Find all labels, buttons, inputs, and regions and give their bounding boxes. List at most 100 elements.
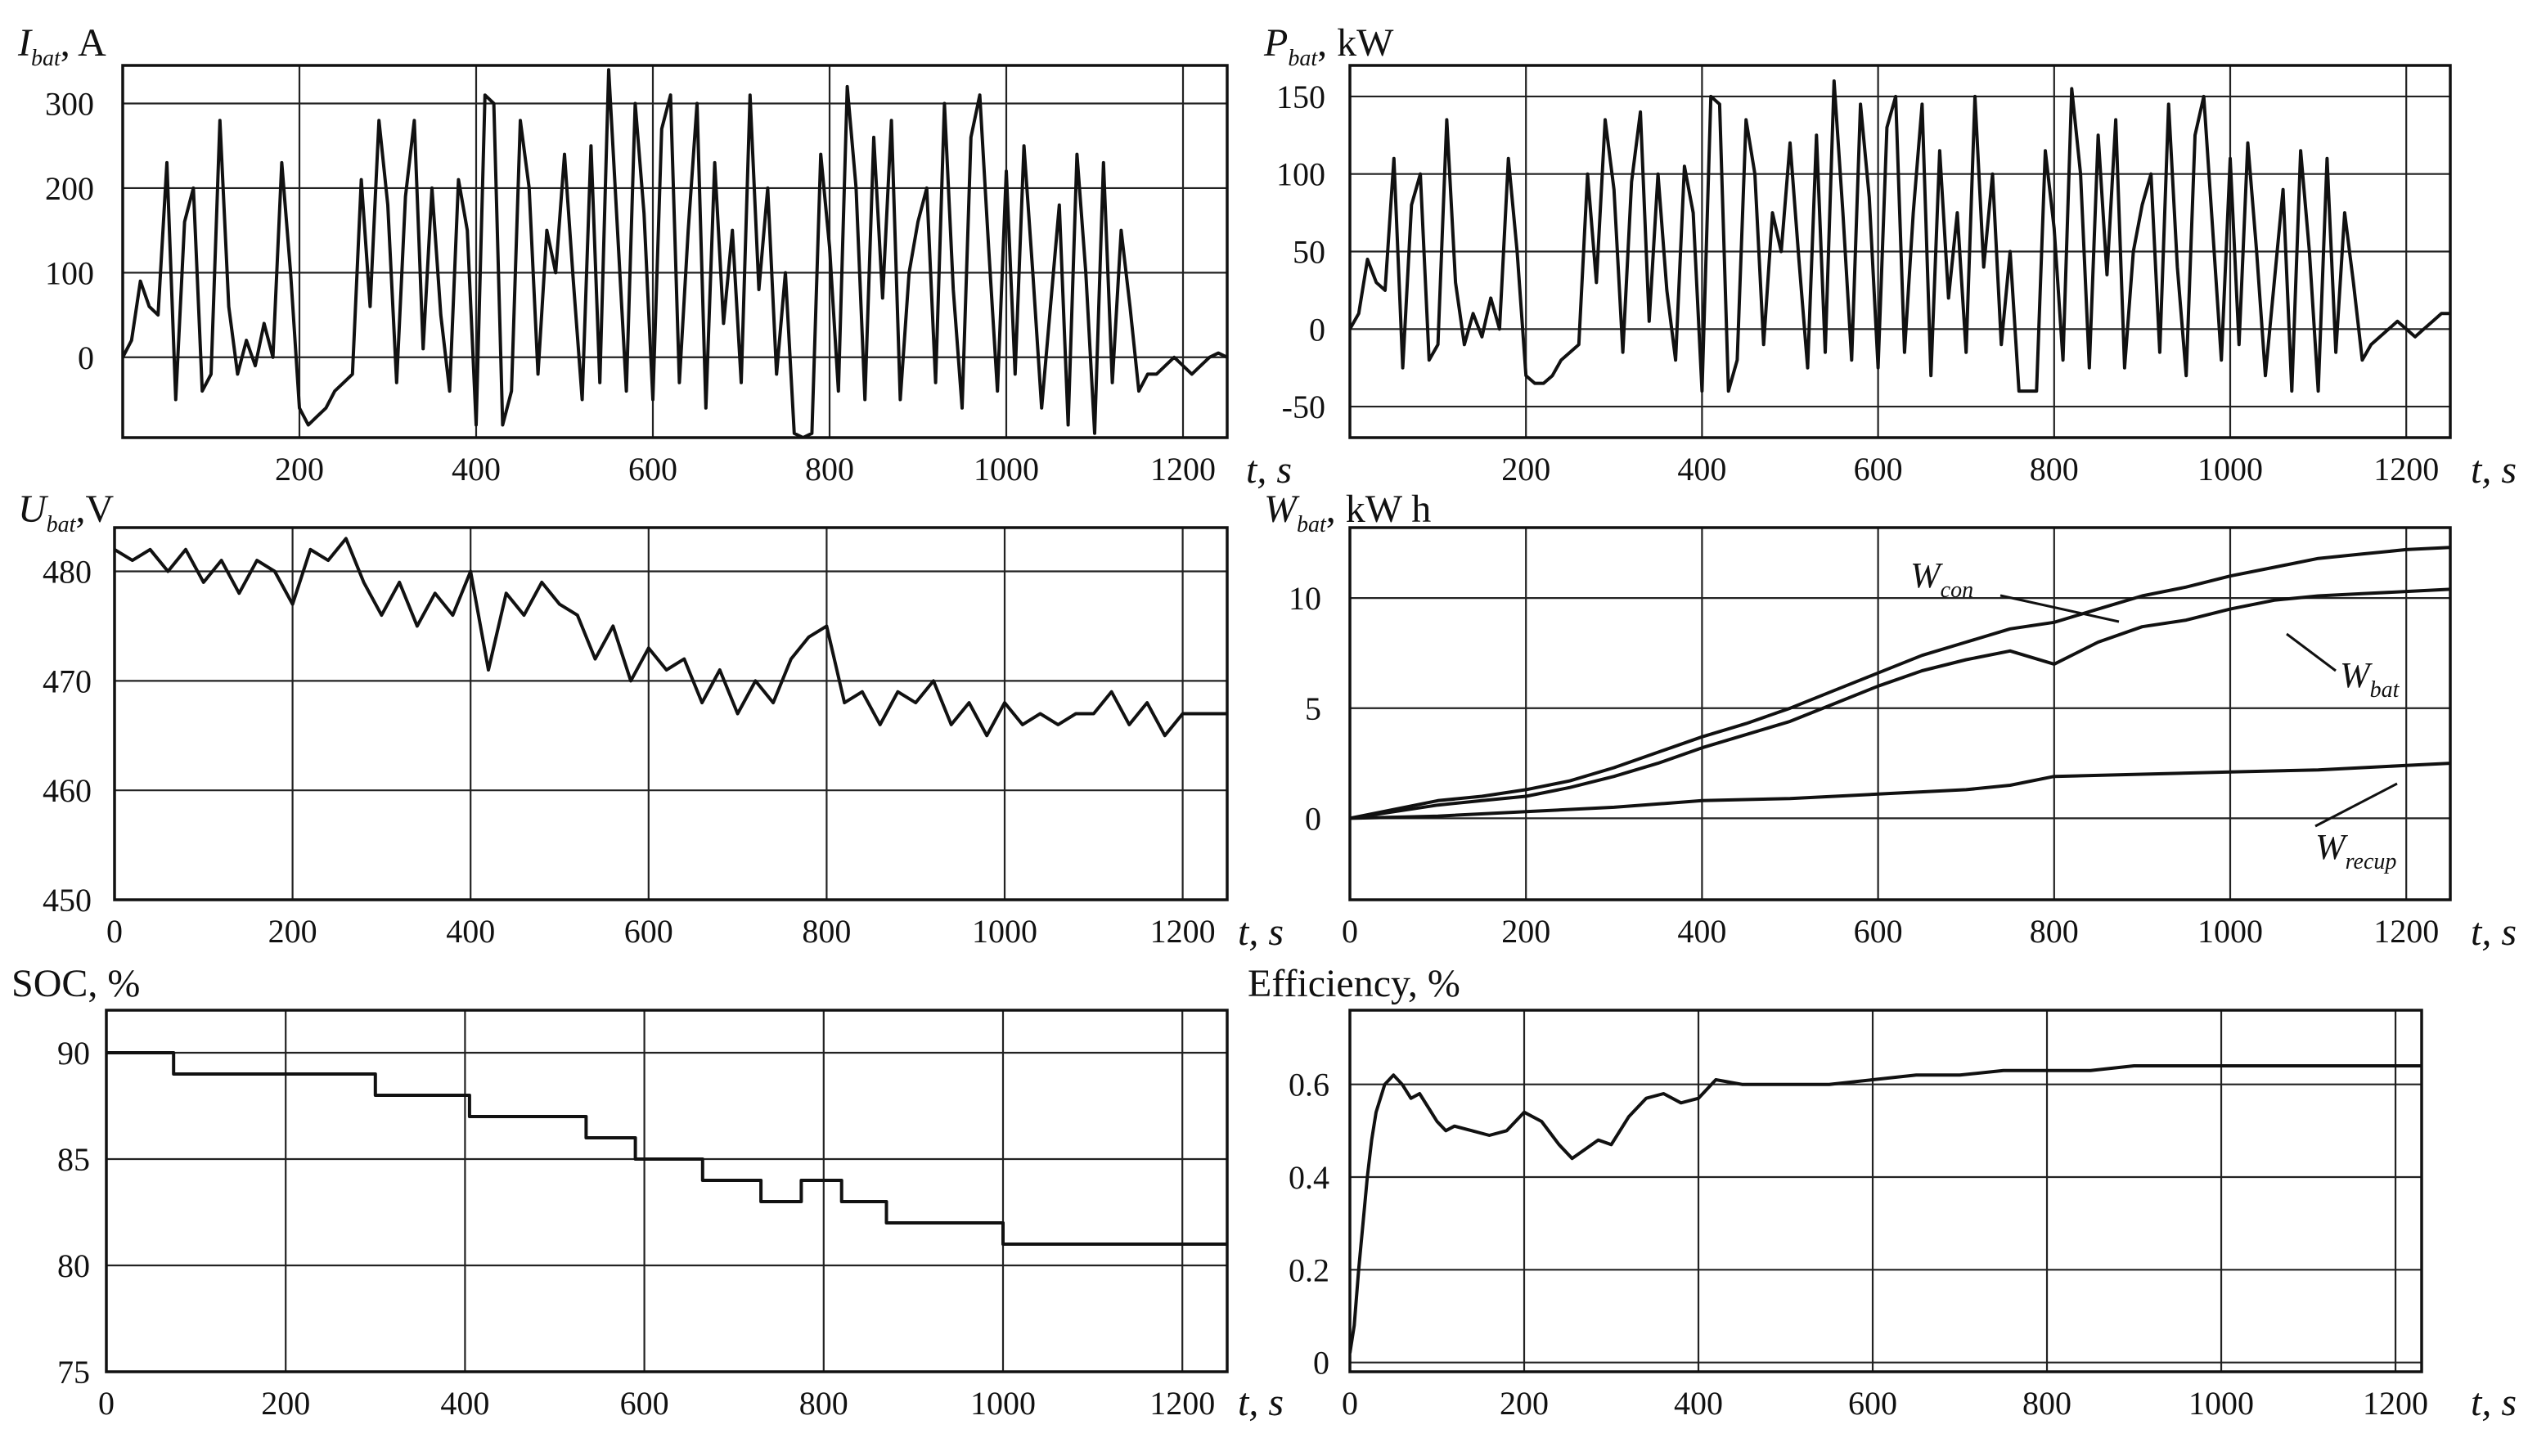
- y-tick-label: 0.6: [1289, 1067, 1329, 1103]
- series-line-efficiency: [1350, 1064, 2422, 1354]
- y-tick-label: 5: [1305, 690, 1321, 727]
- x-tick-label: 1200: [2373, 451, 2439, 488]
- y-tick-label: 100: [1276, 156, 1325, 193]
- x-tick-label: 0: [1342, 1385, 1358, 1422]
- series-line-w-con: [1350, 546, 2450, 820]
- x-tick-label: 1000: [972, 913, 1037, 950]
- plot-frame: [105, 1009, 1229, 1373]
- chart-wbat: 0 5 10 0 200 400 600 800 1000 1200 t, s Wbat, kW h W…: [1264, 488, 2517, 954]
- y-tick-label: 460: [43, 772, 92, 809]
- plot-frame: [121, 64, 1229, 439]
- y-tick-label: 0: [1313, 1345, 1329, 1382]
- series-line-w-bat: [1350, 587, 2450, 820]
- x-tick-label: 800: [2022, 1385, 2071, 1422]
- plot-frame: [1348, 1009, 2423, 1373]
- x-tick-label: 200: [275, 451, 324, 488]
- chart-soc: 75 80 85 90 0 200 400 600 800 1000 1200 t, s SOC, %: [11, 962, 1284, 1424]
- x-tick-label: 600: [624, 913, 673, 950]
- annotation-leader: [1999, 594, 2120, 623]
- y-tick-label: 0: [1305, 800, 1321, 837]
- series-line-soc: [106, 1051, 1227, 1246]
- x-tick-label: 800: [2030, 913, 2079, 950]
- x-tick-label: 200: [1501, 451, 1550, 488]
- x-tick-label: 1200: [1150, 913, 1216, 950]
- x-tick-label: 1200: [1150, 451, 1216, 488]
- x-tick-label: 600: [1854, 451, 1903, 488]
- series-annotation-w-bat: Wbat: [2340, 655, 2400, 703]
- x-tick-label: 400: [440, 1385, 489, 1422]
- chart-pbat: -50 0 50 100 150 200 400 600 800 1000 1200 t, s Pbat…: [1263, 21, 2517, 492]
- y-axis-label: Pbat, kW: [1263, 21, 1394, 71]
- series-line-ubat: [115, 537, 1227, 738]
- x-tick-label: 1000: [970, 1385, 1036, 1422]
- x-tick-label: 1200: [2373, 913, 2439, 950]
- y-tick-label: 100: [45, 254, 94, 291]
- plot-frame: [1348, 526, 2452, 901]
- plot-frame: [113, 526, 1229, 901]
- x-tick-label: 200: [1501, 913, 1550, 950]
- chart-efficiency: 0 0.2 0.4 0.6 0 200 400 600 800 1000 1200 t, s Effic…: [1248, 962, 2517, 1424]
- x-tick-label: 400: [1674, 1385, 1723, 1422]
- x-tick-label: 600: [1848, 1385, 1897, 1422]
- x-tick-label: 0: [106, 913, 123, 950]
- y-tick-label: 0: [1309, 311, 1325, 348]
- x-axis-label: t, s: [1238, 1381, 1284, 1424]
- x-tick-label: 200: [261, 1385, 310, 1422]
- x-axis-label: t, s: [2471, 448, 2517, 492]
- y-tick-label: 0.4: [1289, 1159, 1329, 1196]
- annotation-leader: [2314, 782, 2398, 828]
- y-axis-label: Ubat,V: [18, 488, 114, 537]
- annotation-leader: [2286, 632, 2337, 672]
- y-tick-label: 0.2: [1289, 1252, 1329, 1288]
- x-tick-label: 0: [1342, 913, 1358, 950]
- x-tick-label: 200: [268, 913, 317, 950]
- x-axis-label: t, s: [1238, 910, 1284, 954]
- y-tick-label: 200: [45, 170, 94, 207]
- x-tick-label: 1000: [974, 451, 1039, 488]
- x-tick-label: 400: [452, 451, 501, 488]
- series-line-w-recup: [1350, 762, 2450, 820]
- x-tick-label: 400: [1677, 913, 1726, 950]
- x-tick-label: 0: [98, 1385, 115, 1422]
- series-line-ibat: [123, 68, 1227, 438]
- x-tick-label: 600: [628, 451, 677, 488]
- x-tick-label: 600: [1854, 913, 1903, 950]
- y-tick-label: 80: [57, 1247, 90, 1284]
- y-tick-label: 85: [57, 1141, 90, 1178]
- x-tick-label: 800: [2030, 451, 2079, 488]
- y-tick-label: 10: [1289, 580, 1321, 617]
- x-tick-label: 1200: [2363, 1385, 2428, 1422]
- x-tick-label: 800: [805, 451, 854, 488]
- plot-frame: [1348, 64, 2452, 439]
- y-axis-label: Ibat, A: [17, 21, 106, 71]
- series-annotation-w-con: Wcon: [1910, 555, 1973, 603]
- y-tick-label: 0: [78, 339, 94, 376]
- y-tick-label: 90: [57, 1035, 90, 1072]
- y-tick-label: 50: [1293, 234, 1325, 271]
- series-line-pbat: [1350, 79, 2450, 393]
- x-tick-label: 600: [620, 1385, 669, 1422]
- y-tick-label: 470: [43, 663, 92, 699]
- series-annotation-w-recup: Wrecup: [2315, 827, 2396, 874]
- x-tick-label: 400: [1677, 451, 1726, 488]
- chart-ibat: 0 100 200 300 200 400 600 800 1000 1200 t, s Ibat, …: [17, 21, 1292, 492]
- y-tick-label: 450: [43, 882, 92, 919]
- x-tick-label: 1000: [2197, 913, 2263, 950]
- x-axis-label: t, s: [2471, 910, 2517, 954]
- x-tick-label: 1200: [1149, 1385, 1215, 1422]
- y-axis-label: SOC, %: [11, 962, 140, 1005]
- x-tick-label: 800: [799, 1385, 848, 1422]
- y-tick-label: 75: [57, 1354, 90, 1391]
- x-tick-label: 200: [1500, 1385, 1549, 1422]
- x-tick-label: 800: [802, 913, 851, 950]
- x-axis-label: t, s: [2471, 1381, 2517, 1424]
- y-tick-label: 300: [45, 86, 94, 123]
- x-tick-label: 1000: [2188, 1385, 2254, 1422]
- chart-ubat: 450 460 470 480 0 200 400 600 800 1000 1200 t, s Uba…: [18, 488, 1284, 954]
- x-tick-label: 400: [446, 913, 495, 950]
- x-tick-label: 1000: [2197, 451, 2263, 488]
- y-tick-label: 480: [43, 554, 92, 591]
- y-tick-label: -50: [1282, 389, 1325, 425]
- y-axis-label: Efficiency, %: [1248, 962, 1460, 1005]
